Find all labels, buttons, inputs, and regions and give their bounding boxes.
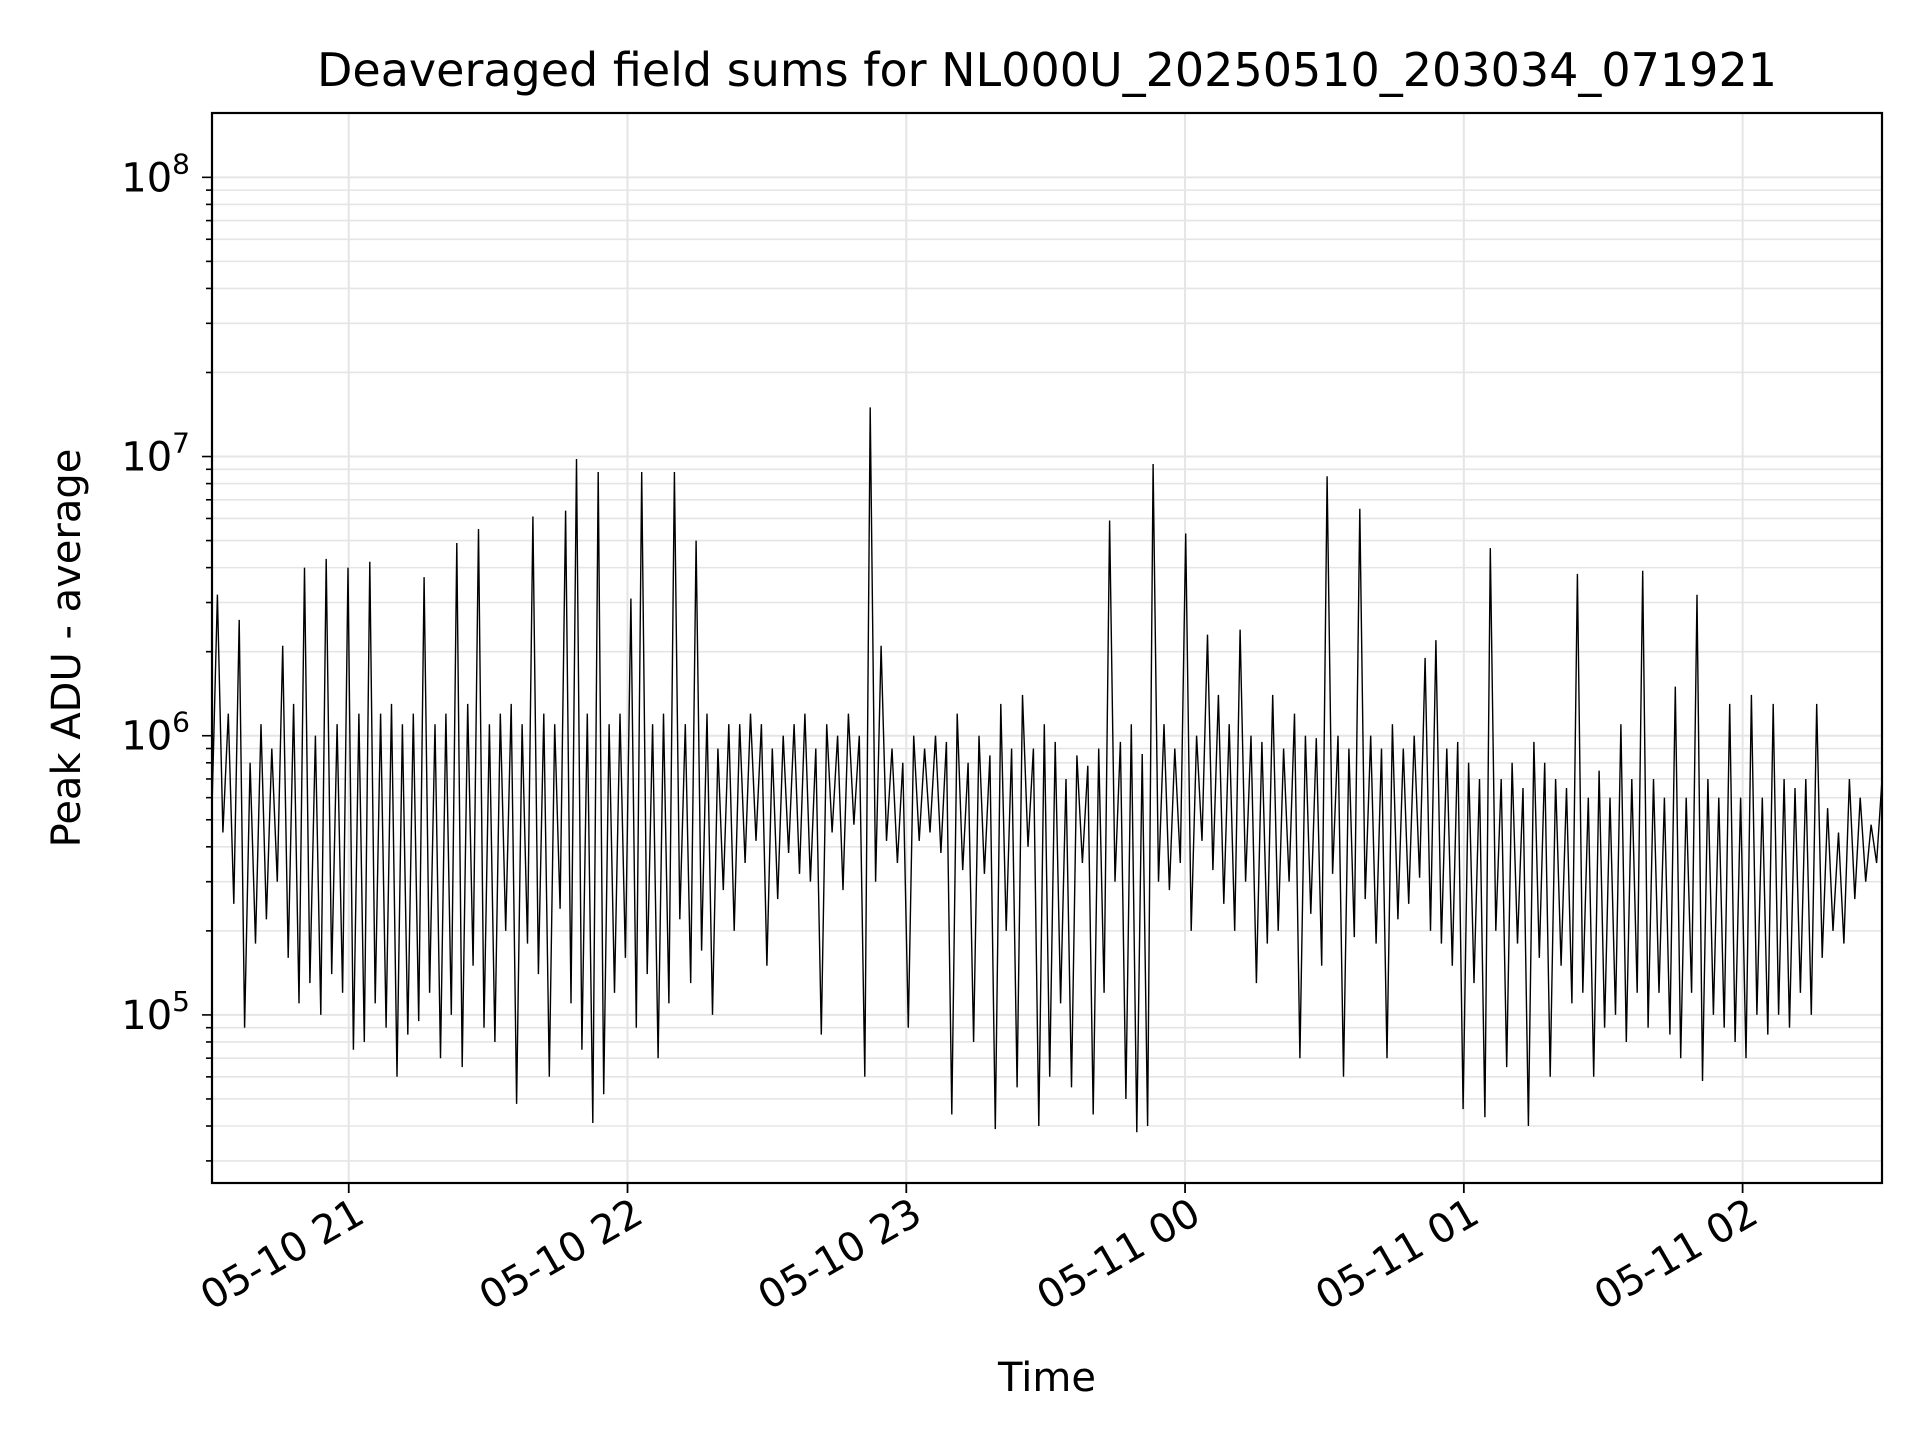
y-tick-label: 108: [121, 147, 190, 201]
plot-frame: [210, 111, 1884, 1185]
grid-lines: [212, 113, 1882, 1183]
series-path: [211, 407, 1883, 1133]
x-tick-label: 05-10 23: [751, 1190, 930, 1320]
x-tick-label: 05-11 02: [1587, 1190, 1766, 1320]
y-axis-label: Peak ADU - average: [44, 449, 90, 848]
y-tick-label: 106: [121, 706, 190, 760]
x-tick-label: 05-11 01: [1308, 1190, 1487, 1320]
y-axis: 105 106 107 108: [121, 147, 212, 1162]
x-axis: 05-10 21 05-10 22 05-10 23 05-11 00 05-11 01…: [193, 1183, 1766, 1320]
x-tick-label: 05-10 22: [472, 1190, 651, 1320]
series-line: [211, 407, 1883, 1133]
x-axis-label: Time: [997, 1355, 1096, 1401]
chart-title: Deaveraged field sums for NL000U_2025051…: [317, 43, 1777, 97]
y-tick-label: 105: [121, 985, 190, 1039]
x-tick-label: 05-11 00: [1029, 1190, 1208, 1320]
y-tick-label: 107: [121, 427, 190, 481]
x-tick-label: 05-10 21: [193, 1190, 372, 1320]
